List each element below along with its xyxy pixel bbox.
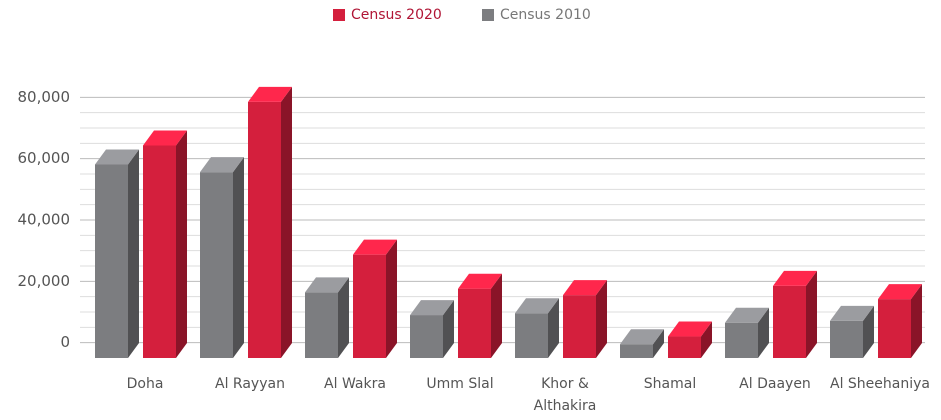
bar-top: [95, 149, 139, 165]
bar-front: [563, 295, 596, 358]
bar-side: [758, 307, 769, 358]
bar-front: [95, 164, 128, 358]
bar-top: [620, 329, 664, 345]
legend-swatch: [333, 9, 345, 21]
bar-top: [773, 270, 817, 286]
bar-front: [248, 101, 281, 358]
bar-front: [620, 344, 653, 358]
bar-side: [128, 149, 139, 358]
x-tick-label: Al Daayen: [739, 376, 811, 392]
bar-front: [305, 292, 338, 358]
bar: [725, 307, 769, 358]
bar: [95, 149, 139, 358]
bar: [668, 321, 712, 358]
bar-top: [668, 321, 712, 337]
bar-top: [725, 307, 769, 323]
x-tick-label: Al Sheehaniya: [830, 376, 930, 392]
x-tick-label: Shamal: [643, 376, 697, 392]
bar-top: [458, 273, 502, 289]
bar-front: [143, 145, 176, 358]
bar-side: [386, 239, 397, 358]
y-tick-label: 80,000: [18, 88, 71, 106]
bar-side: [176, 130, 187, 358]
bar: [878, 284, 922, 358]
bar: [620, 329, 664, 358]
bar-side: [281, 86, 292, 358]
bar-side: [491, 273, 502, 358]
bar-side: [596, 280, 607, 358]
y-tick-label: 0: [60, 333, 70, 351]
bar-top: [305, 277, 349, 293]
x-tick-label: Al Rayyan: [215, 376, 285, 392]
bar-side: [233, 157, 244, 358]
bar: [410, 300, 454, 358]
bar-front: [668, 336, 701, 358]
bar-side: [806, 270, 817, 358]
bar: [563, 280, 607, 358]
bar-top: [410, 300, 454, 316]
bar-front: [458, 288, 491, 358]
bar-top: [353, 239, 397, 255]
bar-front: [830, 320, 863, 358]
bar: [143, 130, 187, 358]
bar-front: [725, 322, 758, 358]
legend-label: Census 2020: [351, 7, 442, 23]
bar: [458, 273, 502, 358]
y-tick-label: 60,000: [18, 149, 71, 167]
bar-top: [878, 284, 922, 300]
x-tick-label: Doha: [126, 376, 164, 392]
bar-front: [878, 299, 911, 358]
bar-side: [701, 321, 712, 358]
bar: [515, 298, 559, 358]
bar-side: [338, 277, 349, 358]
bar-front: [410, 315, 443, 358]
bar-front: [353, 254, 386, 358]
bar-top: [563, 280, 607, 296]
bar-top: [248, 86, 292, 102]
bar: [830, 305, 874, 358]
bar-top: [830, 305, 874, 321]
bar: [200, 157, 244, 358]
x-tick-label: Khor & Althakira: [533, 376, 597, 414]
y-tick-label: 40,000: [18, 211, 71, 229]
bar-top: [200, 157, 244, 173]
bar-top: [515, 298, 559, 314]
bar-front: [515, 313, 548, 358]
legend-swatch: [482, 9, 494, 21]
bar-side: [443, 300, 454, 358]
bar-front: [773, 285, 806, 358]
bar: [353, 239, 397, 358]
legend-item: Census 2020: [333, 7, 442, 23]
bar-side: [863, 305, 874, 358]
legend-item: Census 2010: [482, 7, 591, 23]
bar-front: [200, 172, 233, 358]
bar-side: [653, 329, 664, 358]
x-tick-label: Umm Slal: [426, 376, 494, 392]
bar-top: [143, 130, 187, 146]
bar-side: [911, 284, 922, 358]
bar: [305, 277, 349, 358]
x-tick-label: Al Wakra: [324, 376, 386, 392]
bar: [773, 270, 817, 358]
bar: [248, 86, 292, 358]
legend-label: Census 2010: [500, 7, 591, 23]
bar-side: [548, 298, 559, 358]
y-tick-label: 20,000: [18, 272, 71, 290]
